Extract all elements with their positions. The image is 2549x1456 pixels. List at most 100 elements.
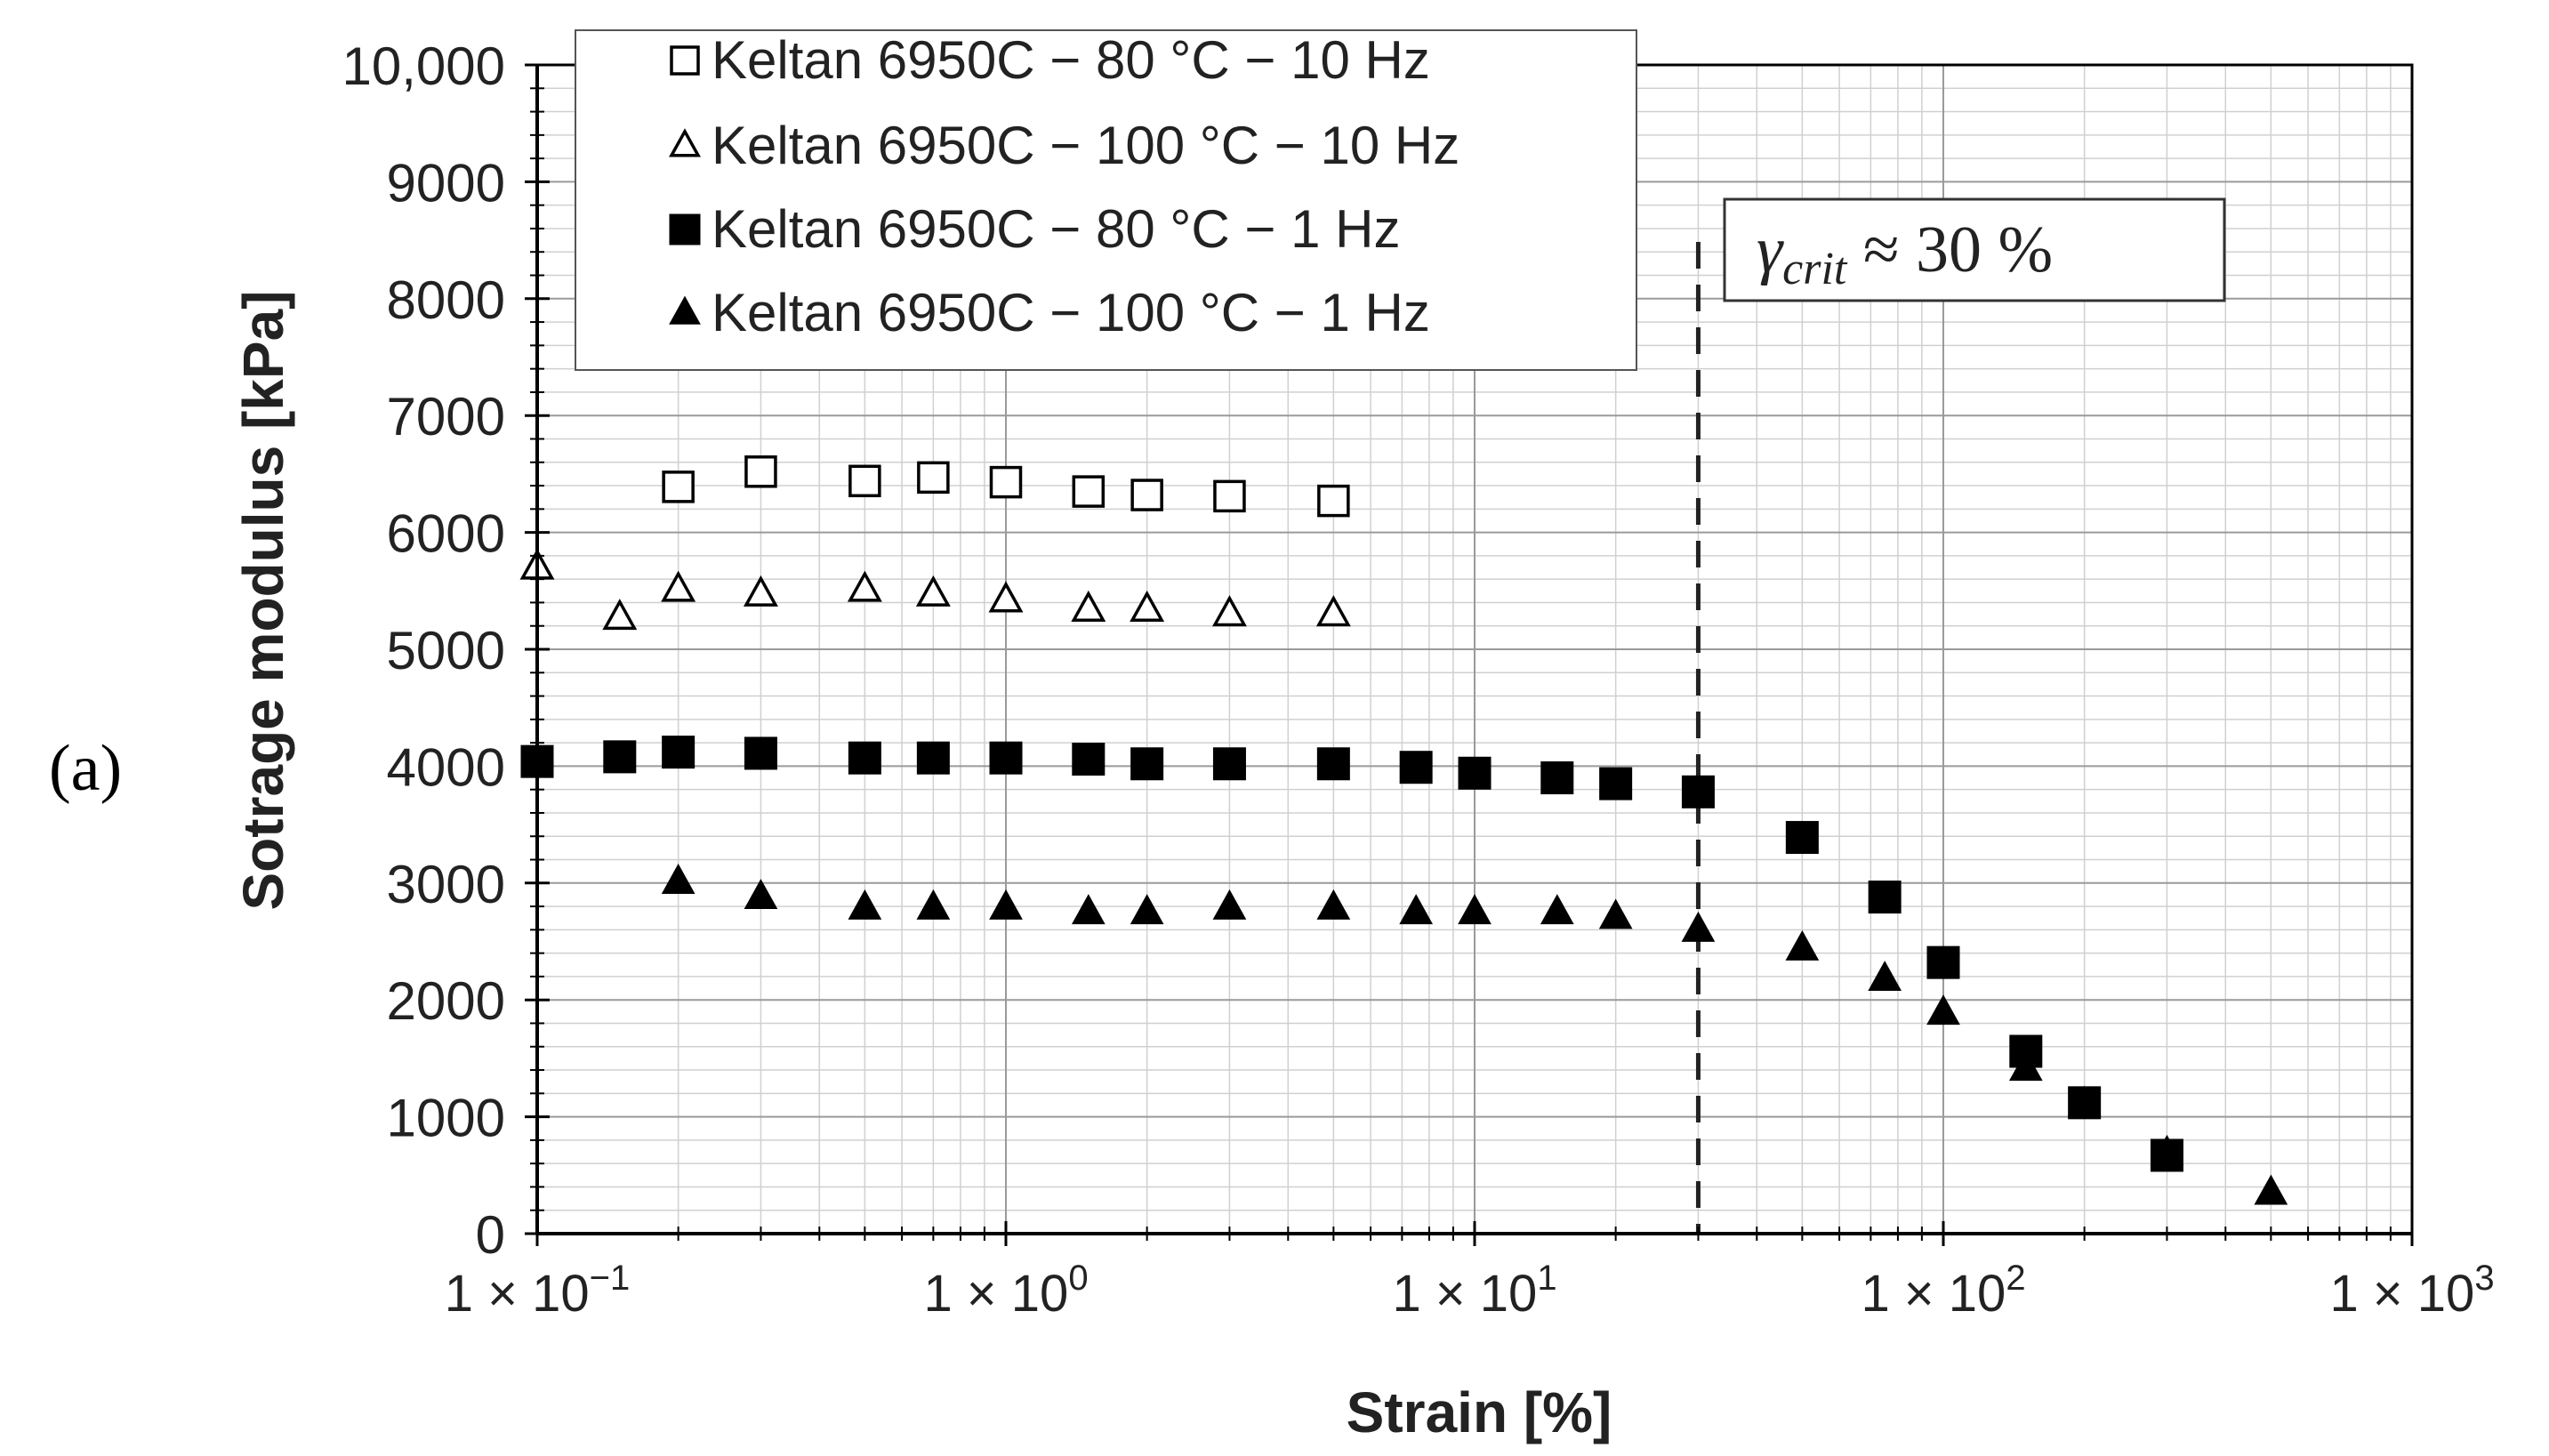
x-tick-label: 1 × 100 (923, 1259, 1088, 1323)
data-point (2150, 1134, 2184, 1165)
data-point (743, 575, 778, 607)
data-point (1681, 775, 1715, 808)
legend-marker (669, 213, 701, 245)
data-point (1317, 484, 1350, 518)
data-point (916, 889, 951, 920)
data-point (1072, 743, 1106, 776)
series-2 (519, 548, 1351, 631)
data-point (1598, 898, 1633, 929)
data-point (989, 465, 1023, 499)
data-point (848, 889, 882, 920)
data-point (662, 736, 696, 769)
legend-item: Keltan 6950C − 80 °C − 10 Hz (670, 30, 1430, 90)
x-tick-label: 1 × 103 (2329, 1259, 2494, 1323)
data-point (1926, 994, 1960, 1026)
legend-label: Keltan 6950C − 100 °C − 10 Hz (712, 116, 1459, 175)
data-point (1130, 747, 1164, 781)
data-point (1212, 747, 1246, 781)
y-axis-title: Sotrage modulus [kPa] (231, 291, 295, 911)
data-point (1458, 894, 1492, 925)
legend-marker (669, 128, 701, 157)
critical-strain-label-box (1723, 197, 2226, 302)
data-point (989, 889, 1023, 920)
y-tick-label: 10,000 (342, 36, 505, 96)
legend-label: Keltan 6950C − 80 °C − 10 Hz (712, 30, 1430, 90)
data-point (915, 575, 951, 607)
data-point (661, 570, 696, 602)
data-point (1316, 889, 1351, 920)
data-point (2254, 1174, 2288, 1205)
data-point (847, 570, 882, 602)
data-point (1540, 761, 1574, 795)
data-point (916, 741, 950, 775)
data-point (1599, 767, 1633, 800)
y-tick-label: 4000 (387, 737, 505, 797)
data-point (1315, 595, 1351, 627)
data-point (989, 741, 1023, 775)
data-point (2008, 1050, 2043, 1082)
x-tick-labels: 1 × 10−1 1 × 100 1 × 101 1 × 102 1 × 103 (445, 1259, 2495, 1323)
data-point (662, 471, 695, 503)
data-point (603, 740, 637, 774)
data-series-layer (519, 455, 2288, 1205)
data-point (848, 741, 881, 775)
legend-label: Keltan 6950C − 100 °C − 1 Hz (712, 283, 1430, 342)
data-point (1211, 595, 1247, 627)
legend-marker (670, 45, 700, 76)
data-point (744, 879, 778, 910)
data-point (1868, 961, 1902, 992)
data-point (1130, 894, 1164, 925)
data-point (744, 736, 777, 770)
series-4 (661, 864, 2288, 1205)
y-tick-label: 2000 (387, 971, 505, 1031)
data-point (1071, 590, 1106, 622)
data-point (1212, 889, 1247, 920)
data-point (602, 599, 638, 631)
y-tick-label: 6000 (387, 504, 505, 564)
y-tick-label: 5000 (387, 621, 505, 680)
data-point (1785, 821, 1819, 855)
data-point (1868, 881, 1902, 914)
data-point (2067, 1085, 2102, 1116)
data-point (917, 461, 950, 495)
data-point (1540, 894, 1574, 925)
y-tick-label: 1000 (387, 1089, 505, 1148)
legend-label: Keltan 6950C − 80 °C − 1 Hz (712, 199, 1400, 259)
y-tick-label: 3000 (387, 855, 505, 914)
legend-marker (669, 295, 701, 325)
legend-item: Keltan 6950C − 100 °C − 1 Hz (669, 283, 1430, 342)
data-point (1213, 479, 1246, 513)
data-point (1458, 756, 1492, 790)
data-point (988, 581, 1024, 613)
x-axis-title: Strain [%] (1347, 1380, 1612, 1444)
series-1 (662, 455, 1350, 518)
data-point (1130, 590, 1165, 622)
y-tick-label: 0 (476, 1205, 505, 1265)
data-point (661, 864, 696, 894)
data-point (1399, 751, 1433, 784)
panel-label: (a) (49, 732, 122, 805)
x-tick-label: 1 × 10−1 (445, 1259, 630, 1323)
critical-strain-label-text: γcrit ≈ 30 % (1757, 213, 2053, 294)
y-tick-label: 9000 (387, 153, 505, 213)
data-point (848, 464, 881, 498)
legend-item: Keltan 6950C − 80 °C − 1 Hz (669, 199, 1400, 259)
x-tick-label: 1 × 102 (1861, 1259, 2025, 1323)
data-point (1130, 479, 1163, 511)
legend-item: Keltan 6950C − 100 °C − 10 Hz (669, 116, 1459, 175)
y-tick-label: 7000 (387, 387, 505, 446)
data-point (1072, 475, 1106, 508)
data-point (1071, 894, 1106, 925)
legend: Keltan 6950C − 80 °C − 10 Hz Keltan 6950C… (575, 29, 1637, 371)
y-tick-label: 8000 (387, 270, 505, 330)
axis-ticks (525, 63, 2414, 1246)
critical-strain-label: γcrit ≈ 30 % (1723, 197, 2226, 302)
data-point (1785, 929, 1820, 961)
data-point (1399, 894, 1434, 925)
data-point (1681, 911, 1716, 942)
data-point (744, 455, 777, 488)
data-point (1316, 747, 1350, 781)
legend-box (575, 29, 1637, 371)
x-tick-label: 1 × 101 (1392, 1259, 1556, 1323)
